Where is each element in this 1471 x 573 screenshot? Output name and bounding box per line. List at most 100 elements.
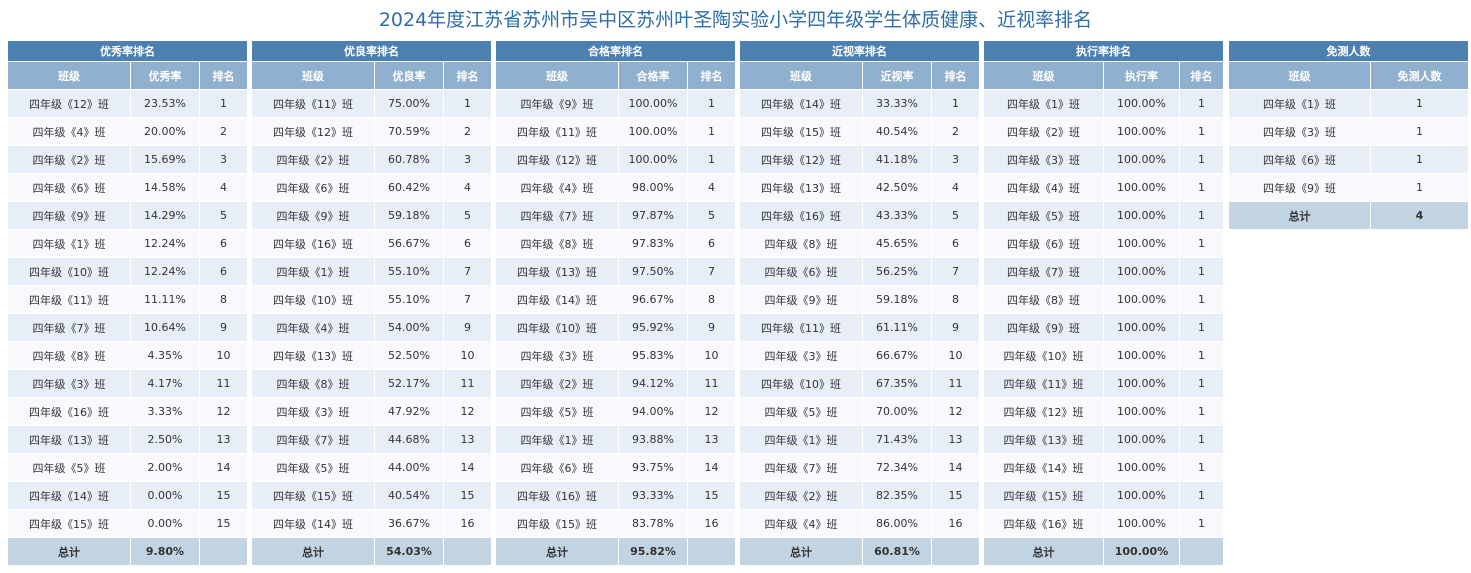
myopia-rate-table: 近视率排名 班级 近视率 排名 四年级《14》班 33.33% 1 四年级《15》班 4… — [738, 40, 981, 566]
table-row: 四年级《14》班 33.33% 1 — [739, 89, 981, 118]
table-row: 四年级《16》班 56.67% 6 — [251, 229, 493, 258]
total-count: 4 — [1370, 201, 1469, 230]
column-header-rate: 合格率 — [618, 61, 688, 90]
table-row: 四年级《12》班 70.59% 2 — [251, 117, 493, 146]
panel-title: 执行率排名 — [982, 40, 1225, 62]
class-cell: 四年级《15》班 — [7, 509, 131, 538]
rank-cell: 12 — [442, 397, 493, 426]
rate-cell: 47.92% — [374, 397, 444, 426]
rank-cell: 13 — [930, 425, 981, 454]
column-header-rate: 近视率 — [862, 61, 932, 90]
total-rate: 100.00% — [1103, 537, 1180, 566]
rank-cell: 11 — [442, 369, 493, 398]
rank-cell: 1 — [1178, 481, 1225, 510]
excellent-rate-table: 优秀率排名 班级 优秀率 排名 四年级《12》班 23.53% 1 四年级《4》班 20… — [6, 40, 249, 566]
table-row: 四年级《4》班 86.00% 16 — [739, 509, 981, 538]
table-row: 四年级《3》班 47.92% 12 — [251, 397, 493, 426]
rate-cell: 70.59% — [374, 117, 444, 146]
class-cell: 四年级《2》班 — [983, 117, 1104, 146]
rate-cell: 14.29% — [130, 201, 200, 230]
rate-cell: 42.50% — [862, 173, 932, 202]
class-cell: 四年级《4》班 — [495, 173, 619, 202]
panel-title: 优秀率排名 — [6, 40, 249, 62]
class-cell: 四年级《13》班 — [251, 341, 375, 370]
class-cell: 四年级《4》班 — [251, 313, 375, 342]
class-cell: 四年级《9》班 — [739, 285, 863, 314]
table-body: 四年级《1》班 100.00% 1 四年级《2》班 100.00% 1 四年级《3》班 100… — [983, 89, 1225, 538]
class-cell: 四年级《5》班 — [7, 453, 131, 482]
table-row: 四年级《6》班 93.75% 14 — [495, 453, 737, 482]
rate-cell: 23.53% — [130, 89, 200, 118]
class-cell: 四年级《1》班 — [251, 257, 375, 286]
table-row: 四年级《4》班 98.00% 4 — [495, 173, 737, 202]
rank-cell: 3 — [930, 145, 981, 174]
column-header-rank: 排名 — [1178, 61, 1225, 90]
table-row: 四年级《9》班 1 — [1228, 173, 1469, 202]
rate-cell: 100.00% — [1103, 285, 1180, 314]
rank-cell: 5 — [198, 201, 249, 230]
rank-cell: 9 — [198, 313, 249, 342]
class-cell: 四年级《3》班 — [1228, 117, 1371, 146]
class-cell: 四年级《5》班 — [983, 201, 1104, 230]
rank-cell: 7 — [930, 257, 981, 286]
table-row: 四年级《11》班 100.00% 1 — [983, 369, 1225, 398]
count-cell: 1 — [1370, 173, 1469, 202]
good-rate-table: 优良率排名 班级 优良率 排名 四年级《11》班 75.00% 1 四年级《12》班 7… — [250, 40, 493, 566]
rate-cell: 54.00% — [374, 313, 444, 342]
rank-cell: 12 — [686, 397, 737, 426]
rate-cell: 100.00% — [618, 89, 688, 118]
total-rank — [1178, 537, 1225, 566]
table-row: 四年级《10》班 95.92% 9 — [495, 313, 737, 342]
table-row: 四年级《14》班 96.67% 8 — [495, 285, 737, 314]
table-row: 四年级《3》班 4.17% 11 — [7, 369, 249, 398]
class-cell: 四年级《6》班 — [983, 229, 1104, 258]
rate-cell: 100.00% — [1103, 425, 1180, 454]
rate-cell: 100.00% — [1103, 145, 1180, 174]
rate-cell: 67.35% — [862, 369, 932, 398]
class-cell: 四年级《16》班 — [739, 201, 863, 230]
rank-cell: 13 — [442, 425, 493, 454]
total-label: 总计 — [495, 537, 619, 566]
class-cell: 四年级《6》班 — [251, 173, 375, 202]
column-header-class: 班级 — [7, 61, 131, 90]
table-row: 四年级《9》班 59.18% 5 — [251, 201, 493, 230]
rank-cell: 5 — [930, 201, 981, 230]
table-row: 四年级《15》班 40.54% 2 — [739, 117, 981, 146]
column-header-class: 班级 — [495, 61, 619, 90]
rank-cell: 11 — [686, 369, 737, 398]
class-cell: 四年级《8》班 — [983, 285, 1104, 314]
total-rank — [198, 537, 249, 566]
pass-rate-table: 合格率排名 班级 合格率 排名 四年级《9》班 100.00% 1 四年级《11》班 1… — [494, 40, 737, 566]
class-cell: 四年级《7》班 — [739, 453, 863, 482]
table-row: 四年级《13》班 97.50% 7 — [495, 257, 737, 286]
rank-cell: 6 — [930, 229, 981, 258]
rate-cell: 20.00% — [130, 117, 200, 146]
table-body: 四年级《11》班 75.00% 1 四年级《12》班 70.59% 2 四年级《2》班 60.… — [251, 89, 493, 538]
table-row: 四年级《13》班 52.50% 10 — [251, 341, 493, 370]
class-cell: 四年级《3》班 — [495, 341, 619, 370]
class-cell: 四年级《1》班 — [983, 89, 1104, 118]
class-cell: 四年级《12》班 — [251, 117, 375, 146]
rank-cell: 8 — [686, 285, 737, 314]
table-row: 四年级《2》班 15.69% 3 — [7, 145, 249, 174]
class-cell: 四年级《9》班 — [495, 89, 619, 118]
rank-cell: 1 — [1178, 117, 1225, 146]
panel-title: 优良率排名 — [250, 40, 493, 62]
rate-cell: 95.92% — [618, 313, 688, 342]
table-row: 四年级《1》班 55.10% 7 — [251, 257, 493, 286]
class-cell: 四年级《16》班 — [7, 397, 131, 426]
class-cell: 四年级《10》班 — [983, 341, 1104, 370]
table-row: 四年级《14》班 36.67% 16 — [251, 509, 493, 538]
table-row: 四年级《16》班 93.33% 15 — [495, 481, 737, 510]
rate-cell: 40.54% — [374, 481, 444, 510]
rank-cell: 1 — [1178, 285, 1225, 314]
class-cell: 四年级《15》班 — [495, 509, 619, 538]
total-row: 总计 100.00% — [983, 537, 1225, 566]
rate-cell: 55.10% — [374, 257, 444, 286]
rank-cell: 6 — [686, 229, 737, 258]
class-cell: 四年级《13》班 — [739, 173, 863, 202]
rank-cell: 15 — [442, 481, 493, 510]
rank-cell: 12 — [930, 397, 981, 426]
rate-cell: 56.25% — [862, 257, 932, 286]
rank-cell: 1 — [1178, 341, 1225, 370]
